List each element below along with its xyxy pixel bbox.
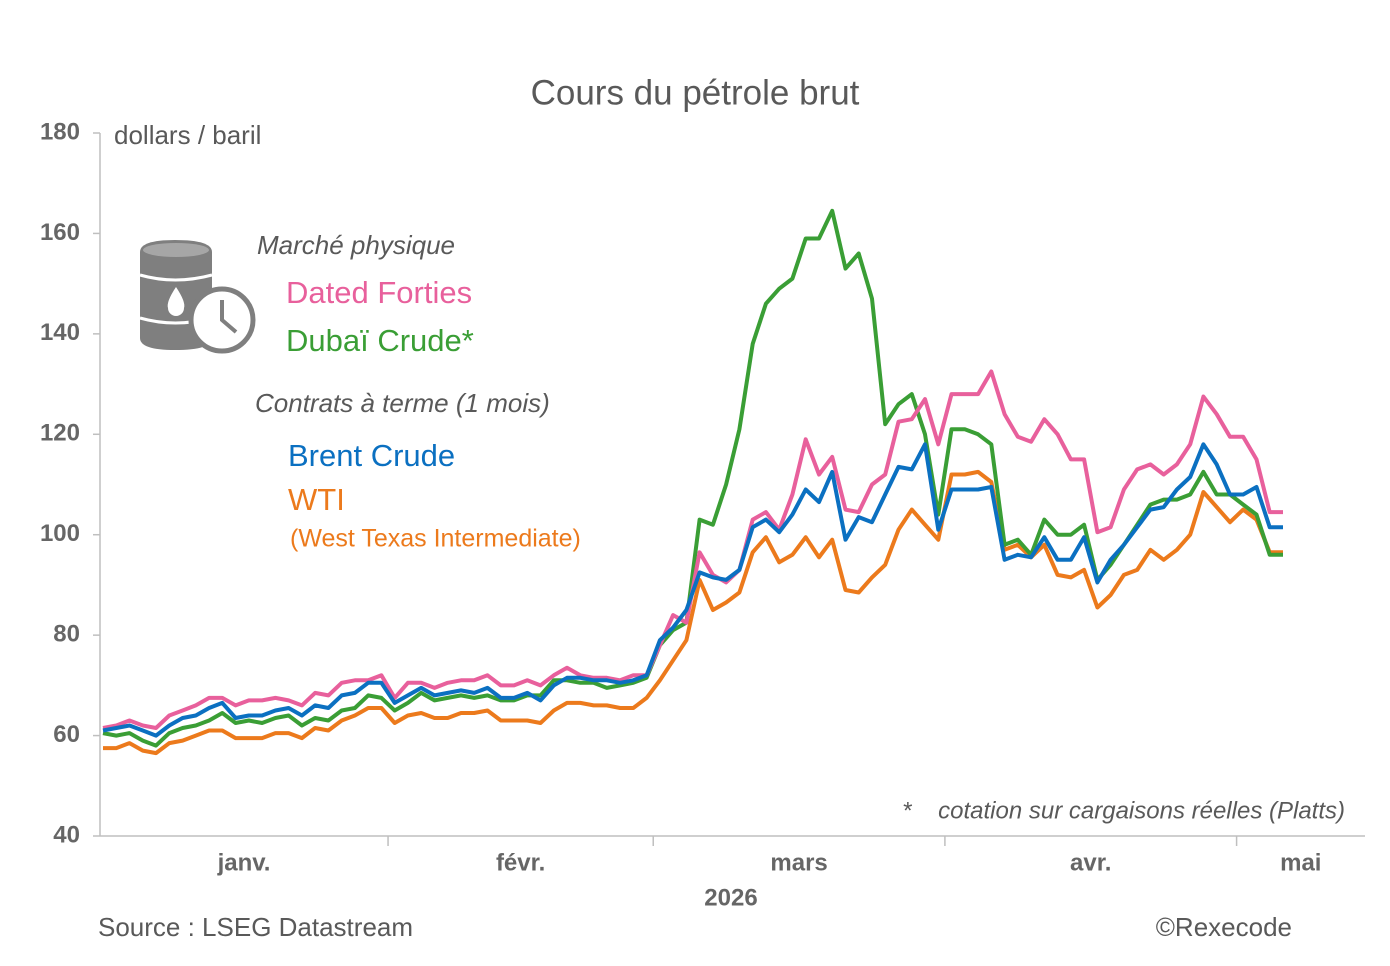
legend-note: (West Texas Intermediate): [290, 525, 581, 553]
y-tick-label: 60: [53, 721, 80, 748]
y-tick-label: 160: [40, 219, 80, 246]
x-tick-label: mars: [770, 849, 827, 876]
barrel-icon: [139, 240, 256, 354]
y-tick-label: 80: [53, 620, 80, 647]
legend-entry: Dated Forties: [286, 275, 472, 310]
y-tick-label: 40: [53, 821, 80, 848]
x-tick-label: févr.: [496, 849, 545, 876]
legend-heading: Marché physique: [257, 230, 455, 260]
y-tick-label: 140: [40, 319, 80, 346]
y-axis-label: dollars / baril: [114, 120, 261, 150]
legend-heading: Contrats à terme (1 mois): [255, 388, 550, 418]
y-tick-label: 120: [40, 420, 80, 447]
credit: ©Rexecode: [1156, 912, 1292, 942]
source: Source : LSEG Datastream: [98, 912, 413, 942]
series-line: [102, 442, 1283, 738]
series-line: [102, 369, 1283, 730]
legend-entry: Dubaï Crude*: [286, 323, 474, 358]
series-line: [103, 469, 1283, 756]
y-tick-label: 100: [40, 520, 80, 547]
chart-title: Cours du pétrole brut: [531, 73, 860, 112]
legend-entry: WTI: [288, 482, 345, 517]
x-tick-label: mai: [1280, 849, 1321, 876]
y-tick-label: 180: [40, 118, 80, 145]
x-tick-label: avr.: [1070, 849, 1111, 876]
series-line: [102, 208, 1283, 748]
footnote: * cotation sur cargaisons réelles (Platt…: [902, 797, 1345, 824]
x-tick-label: janv.: [217, 849, 271, 876]
legend-entry: Brent Crude: [288, 438, 455, 473]
x-axis-label: 2026: [704, 884, 757, 911]
